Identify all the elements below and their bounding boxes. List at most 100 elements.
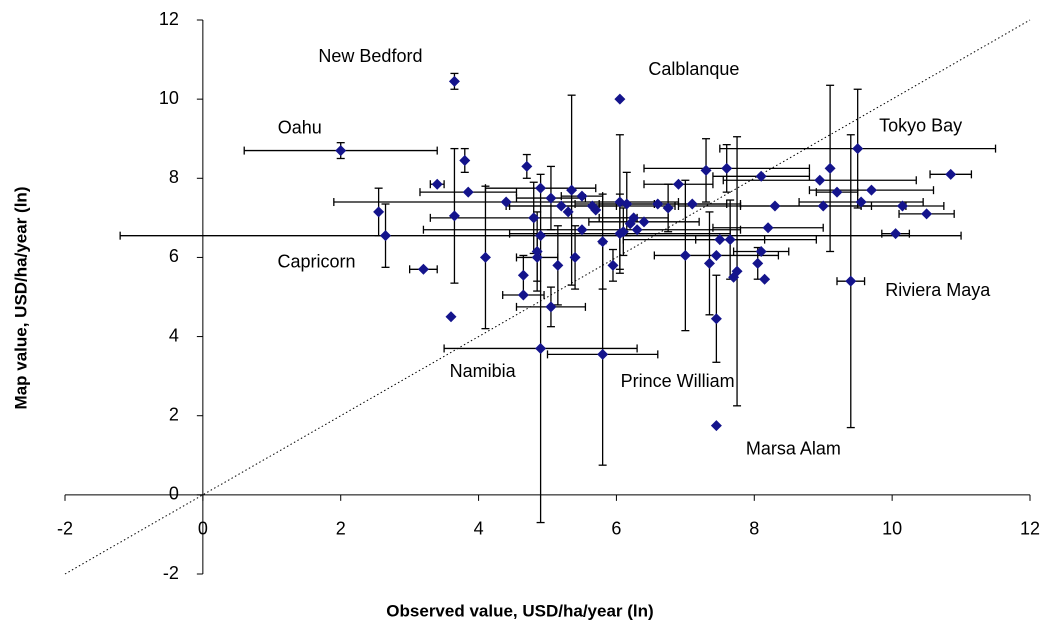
point: [335, 145, 347, 157]
y-tick-label: 8: [169, 167, 179, 187]
x-tick-label: 2: [336, 519, 346, 539]
point: [459, 154, 471, 166]
point: [569, 251, 581, 263]
point: [752, 257, 764, 269]
point: [521, 160, 533, 172]
point: [710, 313, 722, 325]
point: [703, 257, 715, 269]
point: [652, 198, 664, 210]
point-label: Tokyo Bay: [879, 115, 962, 135]
point: [500, 196, 512, 208]
x-tick-label: 0: [198, 519, 208, 539]
point: [576, 224, 588, 236]
x-tick-label: 6: [611, 519, 621, 539]
point-label: Capricorn: [278, 251, 356, 271]
point: [721, 162, 733, 174]
point: [448, 210, 460, 222]
point: [679, 249, 691, 261]
point: [824, 162, 836, 174]
x-tick-label: 4: [474, 519, 484, 539]
point: [700, 164, 712, 176]
point-label: New Bedford: [318, 46, 422, 66]
x-tick-label: 12: [1020, 519, 1040, 539]
point: [852, 143, 864, 155]
point: [628, 212, 640, 224]
point: [817, 200, 829, 212]
point: [759, 273, 771, 285]
point: [562, 206, 574, 218]
point: [462, 186, 474, 198]
point: [590, 204, 602, 216]
point: [831, 186, 843, 198]
y-axis-title: Map value, USD/ha/year (ln): [11, 187, 30, 410]
point: [535, 342, 547, 354]
point: [417, 263, 429, 275]
y-tick-label: 12: [159, 9, 179, 29]
point: [631, 224, 643, 236]
point-label: Prince William: [621, 371, 735, 391]
point: [890, 228, 902, 240]
x-tick-label: 8: [749, 519, 759, 539]
reference-line: [64, 19, 1031, 575]
point: [724, 234, 736, 246]
point: [448, 75, 460, 87]
point: [662, 202, 674, 214]
x-tick-label: 10: [882, 519, 902, 539]
point: [517, 269, 529, 281]
point: [945, 168, 957, 180]
point: [617, 226, 629, 238]
point-label: Calblanque: [648, 59, 739, 79]
point: [373, 206, 385, 218]
y-tick-label: 4: [169, 325, 179, 345]
point: [755, 245, 767, 257]
point: [531, 251, 543, 263]
y-tick-label: 2: [169, 404, 179, 424]
point-label: Riviera Maya: [885, 280, 991, 300]
point: [814, 174, 826, 186]
y-tick-label: -2: [163, 563, 179, 583]
point: [714, 234, 726, 246]
point: [710, 249, 722, 261]
point: [545, 301, 557, 313]
point: [555, 200, 567, 212]
point: [638, 216, 650, 228]
point: [479, 251, 491, 263]
point: [896, 200, 908, 212]
point: [710, 420, 722, 432]
point-label: Marsa Alam: [746, 438, 841, 458]
point: [431, 178, 443, 190]
point: [531, 245, 543, 257]
point: [545, 192, 557, 204]
point: [755, 170, 767, 182]
point: [921, 208, 933, 220]
point: [686, 198, 698, 210]
point-label: Namibia: [450, 361, 517, 381]
point: [762, 222, 774, 234]
point: [607, 259, 619, 271]
point: [566, 184, 578, 196]
x-tick-label: -2: [57, 519, 73, 539]
point: [845, 275, 857, 287]
y-tick-label: 10: [159, 88, 179, 108]
point: [445, 311, 457, 323]
x-axis-title: Observed value, USD/ha/year (ln): [386, 601, 653, 620]
y-tick-label: 6: [169, 246, 179, 266]
point: [769, 200, 781, 212]
point: [552, 259, 564, 271]
point: [535, 182, 547, 194]
point: [672, 178, 684, 190]
point: [528, 212, 540, 224]
point: [614, 93, 626, 105]
point: [731, 265, 743, 277]
point: [865, 184, 877, 196]
point: [597, 236, 609, 248]
point: [621, 198, 633, 210]
point: [855, 196, 867, 208]
point: [535, 230, 547, 242]
point: [380, 230, 392, 242]
point: [576, 190, 588, 202]
point: [517, 289, 529, 301]
point-label: Oahu: [278, 117, 322, 137]
point: [597, 348, 609, 360]
